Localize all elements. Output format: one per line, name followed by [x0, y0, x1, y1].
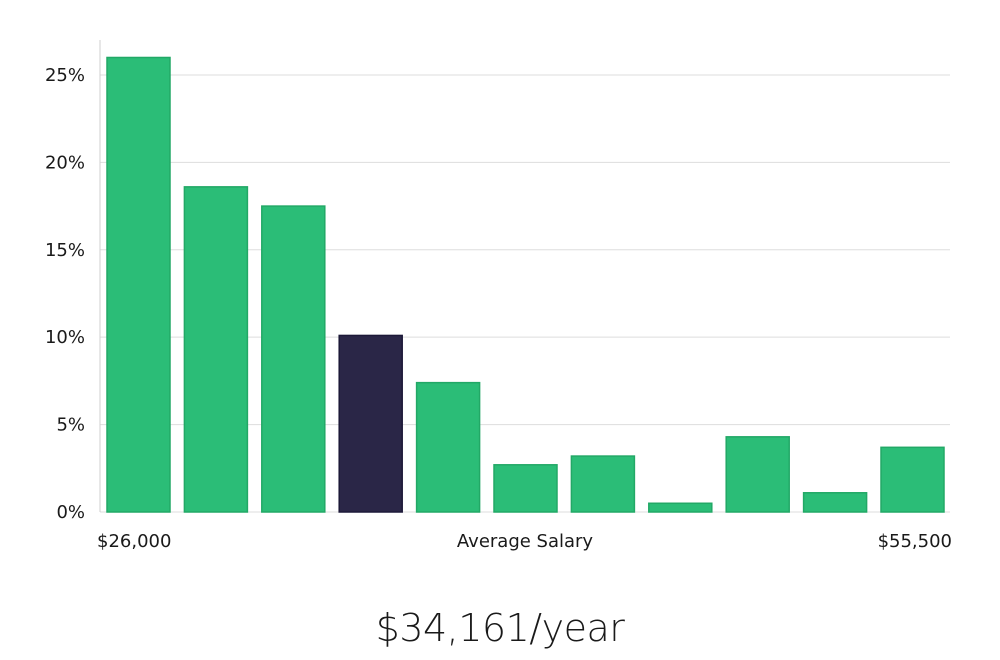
- y-tick-label: 5%: [56, 415, 85, 436]
- histogram-bar: [880, 446, 945, 513]
- histogram-bar: [106, 56, 171, 513]
- histogram-bars: [106, 56, 945, 513]
- histogram-bar: [261, 205, 326, 513]
- histogram-bar-highlighted: [338, 334, 403, 513]
- histogram-bar: [570, 455, 636, 513]
- x-axis-max-label: $55,500: [878, 531, 952, 552]
- x-axis-min-label: $26,000: [97, 531, 171, 552]
- histogram-bar: [183, 186, 249, 513]
- x-axis-title: Average Salary: [457, 531, 594, 552]
- y-tick-label: 10%: [45, 327, 85, 348]
- histogram-bar: [415, 381, 481, 513]
- y-tick-label: 25%: [45, 65, 85, 86]
- histogram-bar: [802, 492, 868, 513]
- y-tick-label: 20%: [45, 152, 85, 173]
- histogram-bar: [493, 464, 558, 513]
- salary-histogram-chart: 0%5%10%15%20%25% $26,000 Average Salary …: [45, 40, 952, 552]
- histogram-bar: [648, 502, 713, 513]
- y-tick-label: 15%: [45, 240, 85, 261]
- y-axis-tick-labels: 0% 5% 10% 15% 20% 25%: [45, 65, 85, 523]
- y-tick-label: 0%: [56, 502, 85, 523]
- histogram-bar: [725, 436, 790, 513]
- average-salary-value: $34,161/year: [375, 606, 625, 650]
